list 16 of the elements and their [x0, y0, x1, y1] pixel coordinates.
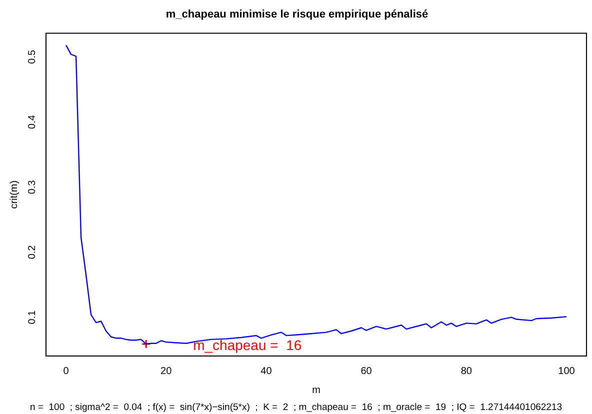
x-tick-label: 100: [558, 366, 576, 377]
x-tick-label: 60: [360, 366, 372, 377]
y-tick-label: 0.3: [26, 180, 38, 194]
x-tick-label: 80: [460, 366, 472, 377]
y-tick-label: 0.5: [26, 50, 38, 64]
x-tick-label: 0: [63, 366, 70, 377]
y-tick-label: 0.1: [26, 310, 38, 324]
annotation: m_chapeau = 16: [193, 336, 302, 353]
y-tick-label: 0.4: [26, 114, 38, 129]
y-axis-title: crit(m): [8, 180, 20, 209]
text: n = 100 ; sigma^2 = 0.04 ; f(x) = sin(7*x)−sin(5*x) ; K = 2 ; m_chapeau = 16 ; m_oracle = 19 ; IQ = 1.27144401062213: [30, 402, 562, 413]
chart-title: m_chapeau minimise le risque empirique pénalisé: [166, 8, 428, 21]
x-tick-label: 40: [260, 366, 272, 377]
x-tick-label: 20: [160, 366, 172, 377]
x-axis-title: m: [312, 384, 320, 396]
y-tick-label: 0.2: [26, 244, 38, 260]
